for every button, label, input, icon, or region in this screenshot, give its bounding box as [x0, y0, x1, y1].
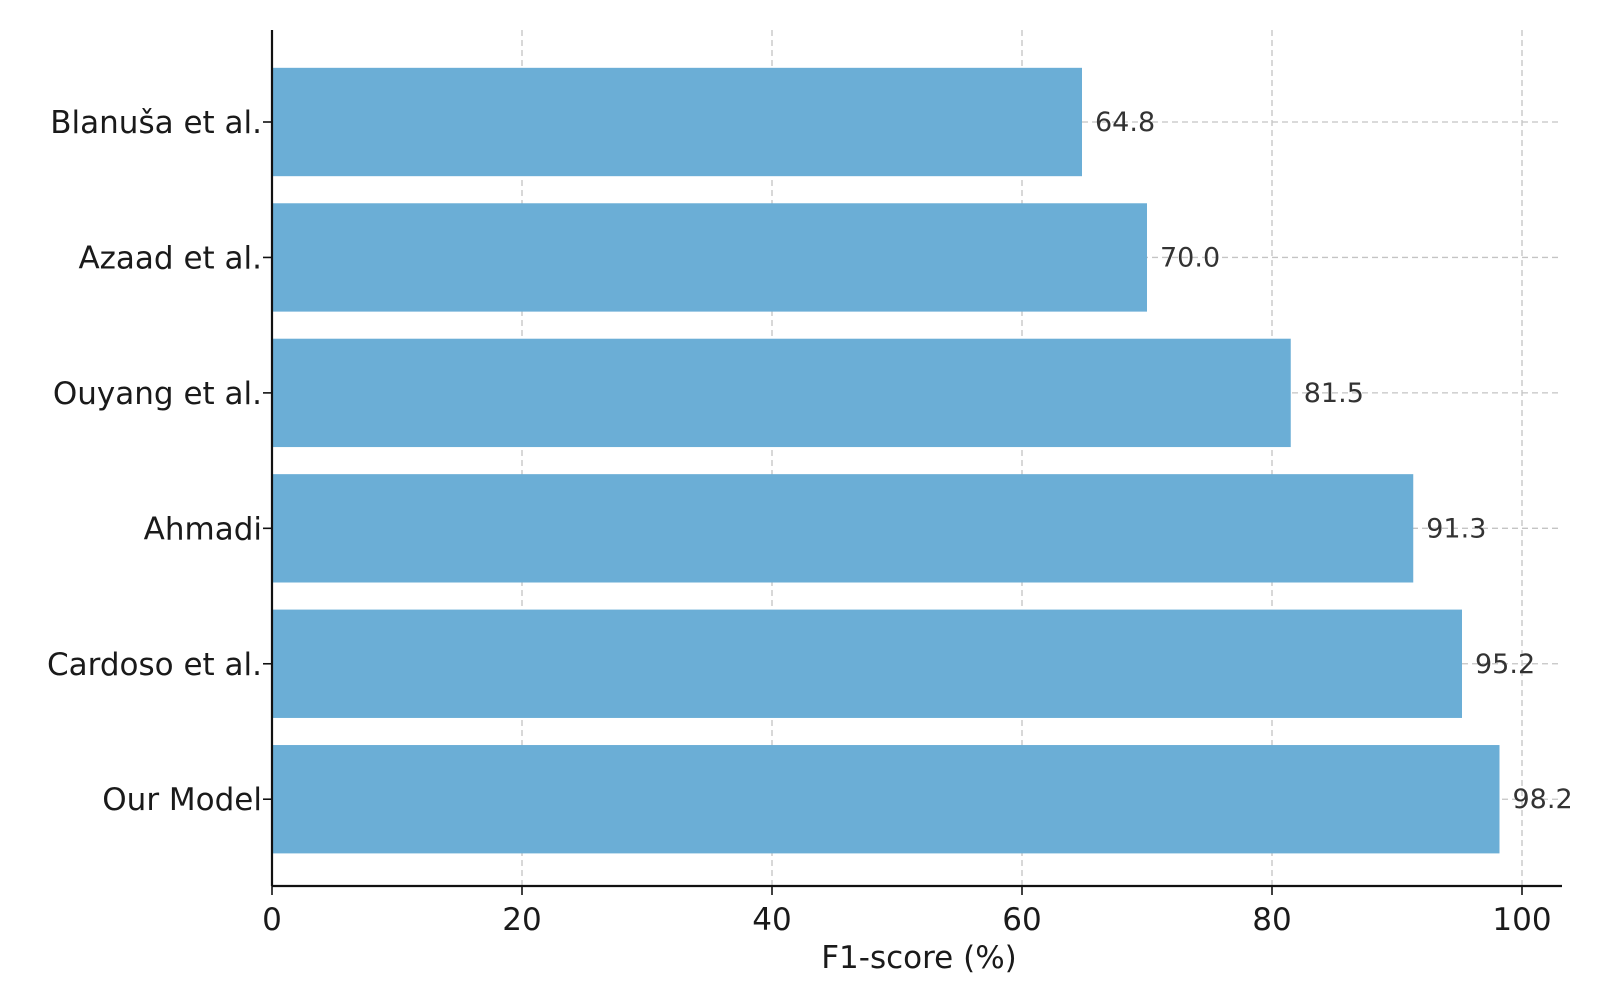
- x-tick-label: 40: [752, 902, 791, 938]
- bar: [272, 745, 1500, 854]
- bar: [272, 203, 1147, 312]
- bar: [272, 338, 1291, 448]
- value-label: 70.0: [1160, 242, 1220, 273]
- bar: [272, 609, 1462, 718]
- category-labels: Blanuša et al. Azaad et al. Ouyang et al. A…: [47, 105, 262, 818]
- x-axis-title: F1-score (%): [821, 940, 1017, 976]
- value-labels: 64.8 70.0 81.5 91.3 95.2 98.2: [1095, 107, 1573, 815]
- value-label: 64.8: [1095, 107, 1155, 138]
- value-label: 95.2: [1475, 649, 1535, 680]
- bar: [272, 474, 1414, 583]
- axes-layer: [270, 30, 1562, 888]
- value-label: 81.5: [1304, 378, 1364, 409]
- category-label: Our Model: [102, 782, 262, 818]
- x-tick-label: 60: [1002, 902, 1041, 938]
- category-label: Azaad et al.: [78, 240, 262, 276]
- category-label: Blanuša et al.: [50, 105, 262, 141]
- value-label: 91.3: [1426, 513, 1486, 544]
- x-ticks: 0 20 40 60 80 100: [262, 121, 1552, 938]
- category-label: Cardoso et al.: [47, 647, 262, 683]
- x-tick-label: 0: [262, 902, 282, 938]
- x-tick-label: 80: [1252, 902, 1291, 938]
- x-tick-label: 100: [1492, 902, 1551, 938]
- bars-layer: [272, 67, 1500, 854]
- category-label: Ahmadi: [144, 511, 262, 547]
- bar: [272, 67, 1082, 177]
- x-tick-label: 20: [502, 902, 541, 938]
- value-label: 98.2: [1513, 784, 1573, 815]
- category-label: Ouyang et al.: [53, 376, 262, 412]
